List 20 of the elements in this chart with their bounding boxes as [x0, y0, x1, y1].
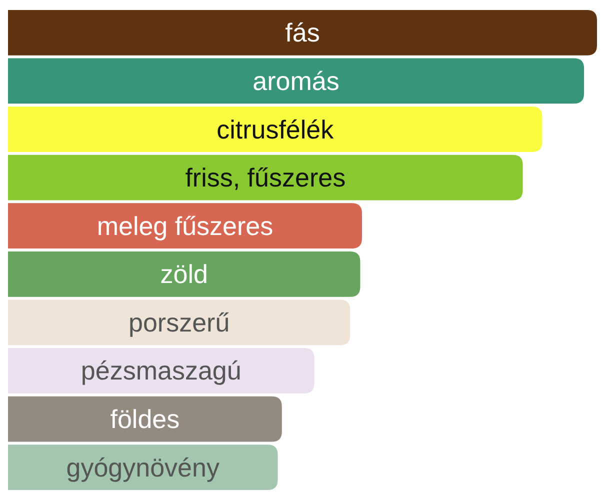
y-tick-label: fás	[285, 18, 320, 48]
bar	[8, 300, 350, 346]
y-tick-label: citrusfélék	[216, 114, 335, 144]
bar	[8, 203, 362, 249]
bar	[8, 10, 597, 56]
bar	[8, 106, 542, 152]
y-tick-label: zöld	[160, 259, 208, 290]
bar	[8, 396, 282, 442]
y-tick-label: gyógynövény	[66, 452, 220, 482]
y-tick-label: meleg fűszeres	[96, 210, 274, 241]
y-tick-label: földes	[110, 404, 180, 434]
y-tick-label: aromás	[252, 66, 340, 96]
bar	[8, 154, 523, 200]
y-tick-label: pézsmaszagú	[80, 356, 242, 386]
bar	[8, 444, 278, 490]
y-tick-label: friss, fűszeres	[185, 162, 346, 193]
bar	[8, 58, 584, 104]
y-tick-label: porszerű	[128, 307, 230, 338]
bar	[8, 348, 314, 394]
bar	[8, 251, 360, 297]
